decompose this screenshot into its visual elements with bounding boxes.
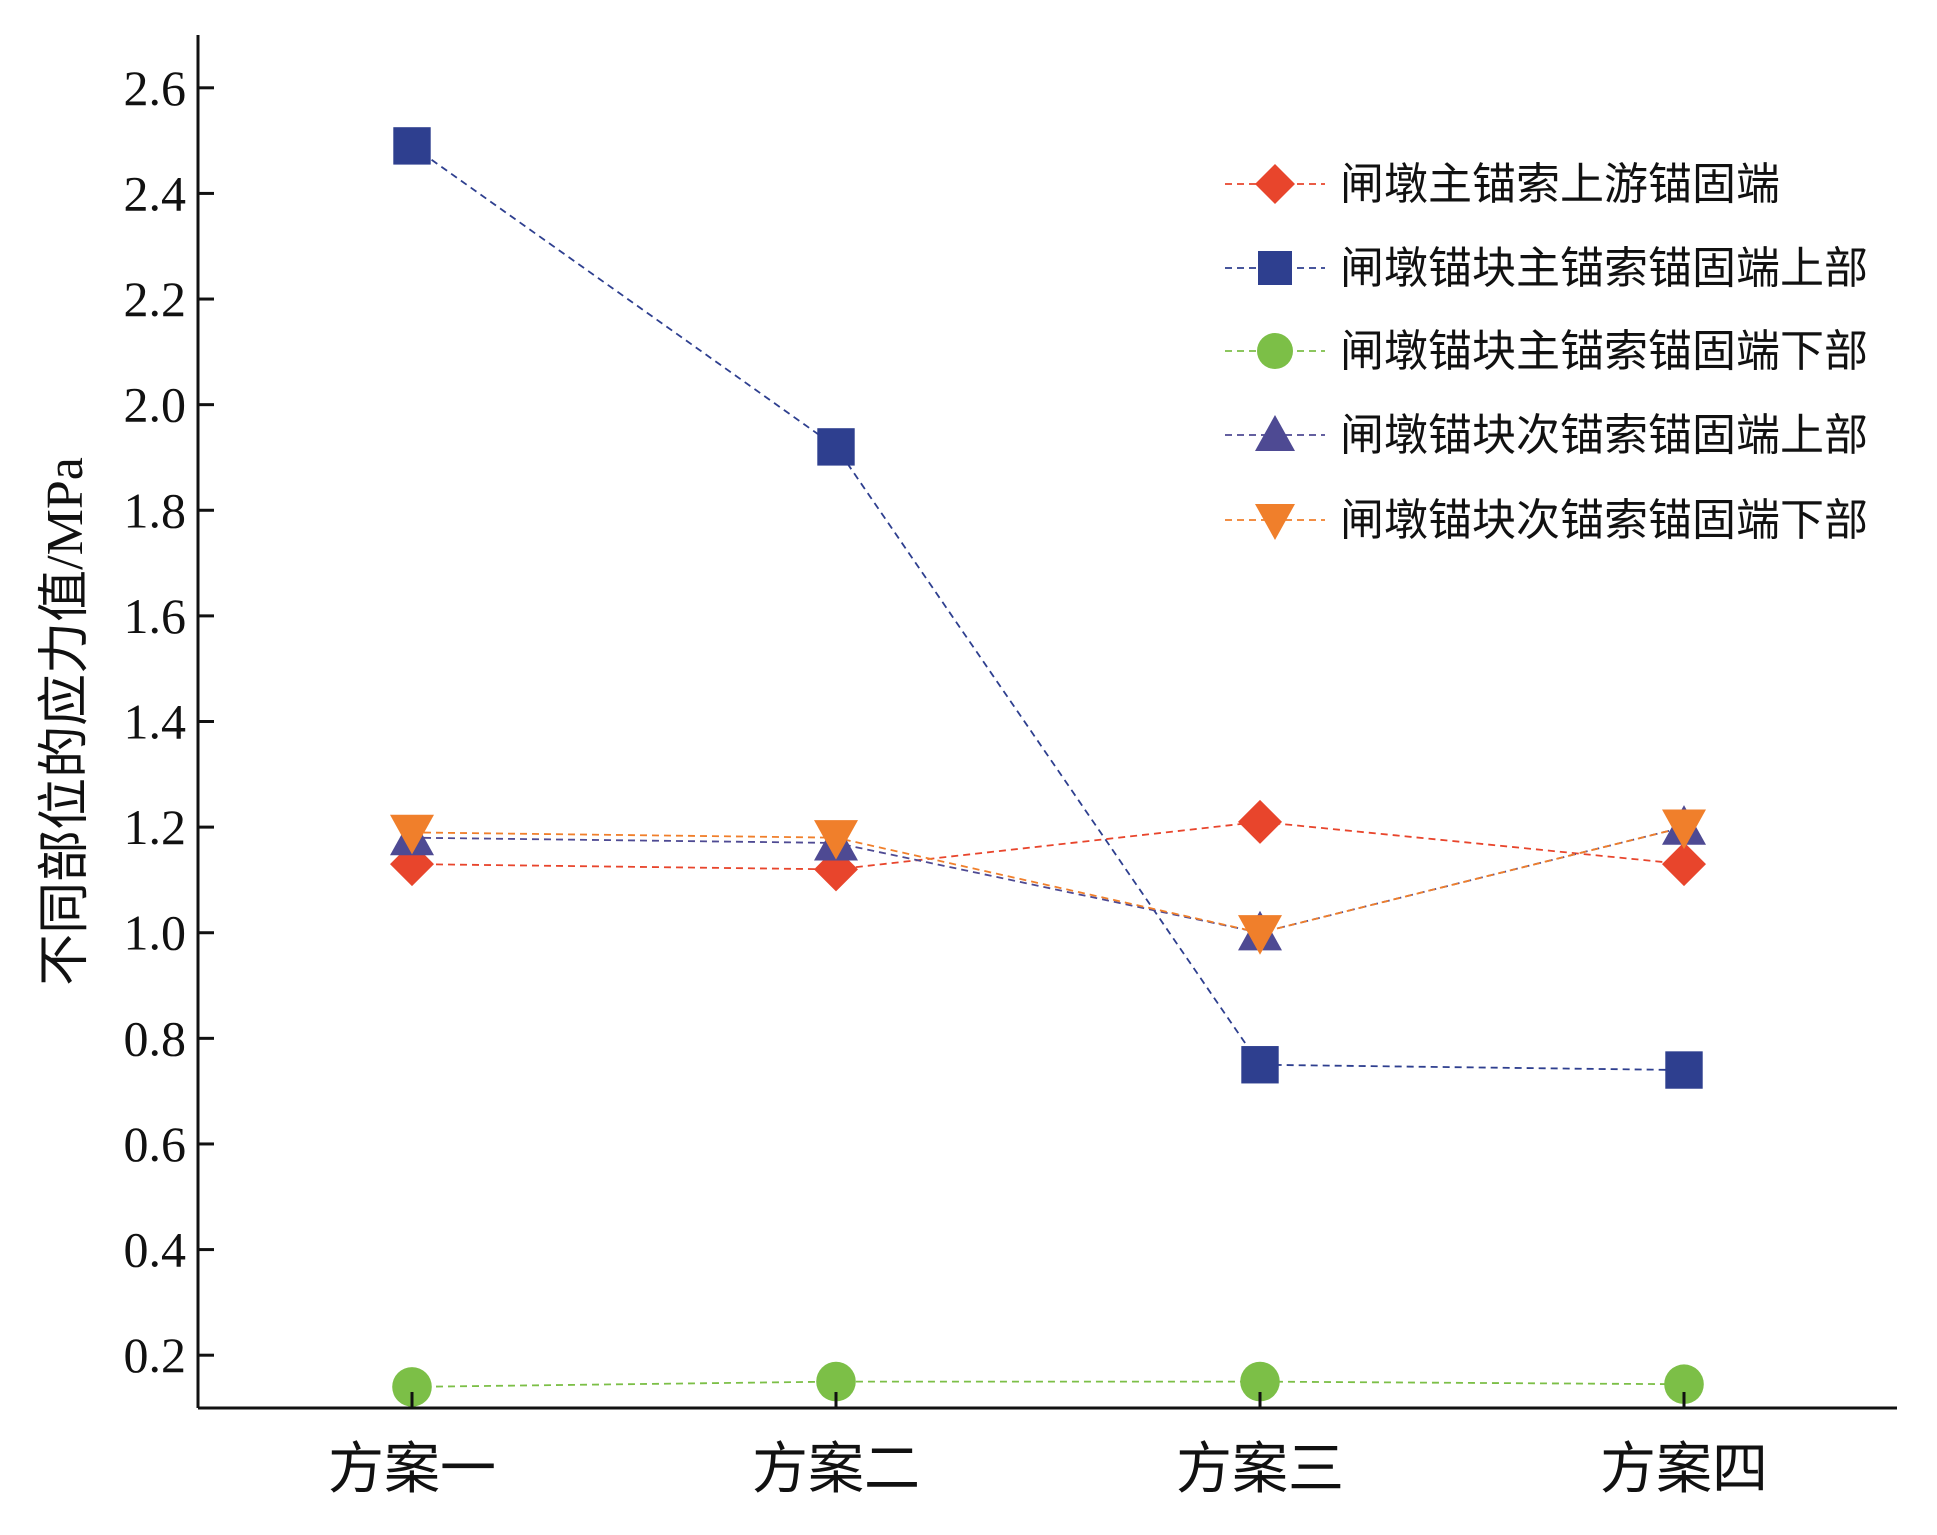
y-tick-label: 0.8	[124, 1010, 187, 1066]
legend-marker	[1255, 164, 1295, 204]
series-3-point	[816, 1361, 856, 1402]
x-category-label: 方案四	[1600, 1439, 1768, 1501]
y-tick-label: 2.2	[124, 271, 187, 327]
y-tick-label: 2.6	[124, 60, 187, 116]
series-1-point	[1238, 799, 1282, 844]
y-axis-title: 不同部位的应力值/MPa	[37, 457, 94, 986]
x-category-label: 方案二	[752, 1439, 920, 1501]
y-tick-label: 0.6	[124, 1116, 187, 1172]
legend-marker	[1255, 504, 1295, 540]
series-5-point	[1662, 809, 1706, 850]
legend-label: 闸墩锚块主锚索锚固端下部	[1340, 327, 1868, 376]
x-category-label: 方案一	[328, 1439, 496, 1501]
y-tick-label: 0.4	[124, 1222, 187, 1278]
series-3-point	[1240, 1361, 1280, 1402]
legend-marker	[1255, 415, 1295, 451]
series-2-point	[817, 428, 855, 466]
x-category-labels: 方案一 方案二 方案三 方案四	[328, 1392, 1768, 1501]
series-line-1	[411, 820, 1685, 871]
series-1-point	[1662, 842, 1706, 887]
y-tick-label: 1.0	[124, 905, 187, 961]
series-5-point	[1238, 915, 1282, 955]
series-lines	[411, 145, 1685, 1388]
legend-marker	[1258, 251, 1292, 285]
series-line-3	[411, 1380, 1685, 1388]
series-5-point	[814, 820, 858, 860]
y-tick-label: 2.0	[124, 377, 187, 433]
y-ticks: 0.2 0.4 0.6 0.8 1.0 1.2 1.4 1.6 1.8 2.0 2.2 2.4 2.6	[124, 60, 214, 1383]
series-line-4	[411, 826, 1685, 934]
y-tick-label: 1.6	[124, 588, 187, 644]
legend-label: 闸墩锚块主锚索锚固端上部	[1340, 244, 1868, 293]
series-3-point	[392, 1367, 432, 1407]
series-line-5	[411, 826, 1685, 934]
series-2-point	[393, 127, 431, 165]
legend-label: 闸墩主锚索上游锚固端	[1340, 160, 1780, 209]
x-category-label: 方案三	[1176, 1439, 1344, 1501]
series-2-point	[1241, 1046, 1279, 1084]
y-tick-label: 1.2	[124, 799, 187, 855]
series-markers	[390, 127, 1706, 1407]
y-tick-label: 1.4	[124, 694, 187, 750]
legend-label: 闸墩锚块次锚索锚固端上部	[1340, 411, 1868, 460]
legend-label: 闸墩锚块次锚索锚固端下部	[1340, 496, 1868, 545]
y-tick-label: 0.2	[124, 1327, 187, 1383]
series-3-point	[1664, 1364, 1704, 1405]
axes	[196, 35, 1897, 1410]
series-line-2	[411, 145, 1685, 1071]
y-tick-label: 2.4	[124, 165, 187, 221]
series-2-point	[1665, 1051, 1703, 1089]
series-5-point	[390, 814, 434, 855]
legend-marker	[1257, 333, 1293, 369]
legend: 闸墩主锚索上游锚固端闸墩锚块主锚索锚固端上部闸墩锚块主锚索锚固端下部闸墩锚块次锚…	[1225, 160, 1868, 545]
y-tick-label: 1.8	[124, 482, 187, 538]
